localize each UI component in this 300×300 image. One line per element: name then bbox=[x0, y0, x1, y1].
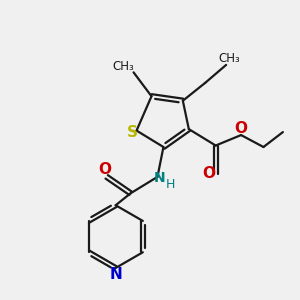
Text: N: N bbox=[154, 171, 166, 185]
Text: H: H bbox=[165, 178, 175, 191]
Text: O: O bbox=[235, 121, 248, 136]
Text: CH₃: CH₃ bbox=[112, 61, 134, 74]
Text: CH₃: CH₃ bbox=[218, 52, 240, 65]
Text: N: N bbox=[109, 267, 122, 282]
Text: O: O bbox=[202, 167, 216, 182]
Text: O: O bbox=[99, 162, 112, 177]
Text: S: S bbox=[127, 124, 138, 140]
